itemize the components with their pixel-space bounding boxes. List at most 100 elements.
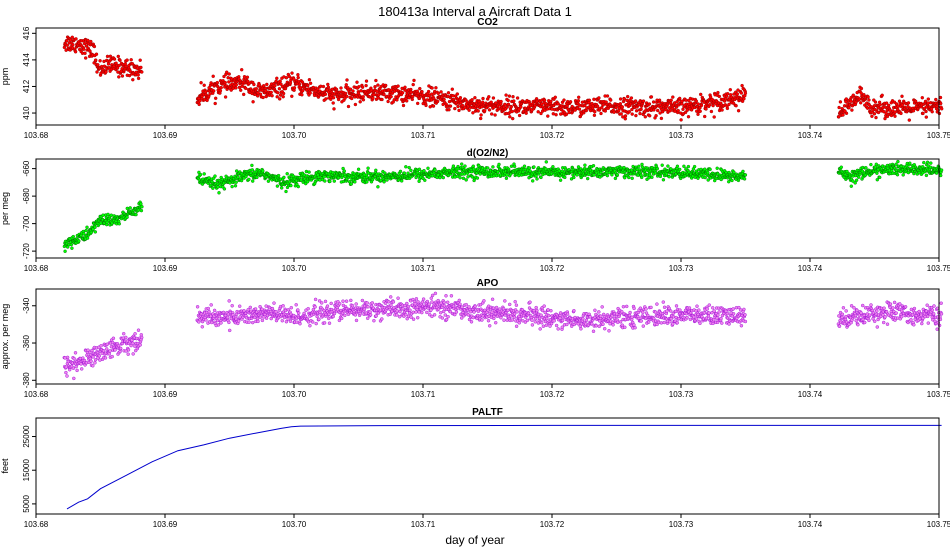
data-point — [448, 104, 453, 108]
data-point — [95, 70, 99, 74]
data-point — [627, 175, 631, 180]
data-point — [479, 116, 483, 121]
data-point — [720, 108, 724, 112]
data-point — [466, 175, 470, 179]
data-point — [221, 310, 226, 315]
data-point — [195, 305, 200, 309]
data-point — [901, 173, 905, 177]
plot-frame — [35, 27, 940, 126]
data-point — [107, 65, 111, 70]
data-point — [470, 98, 474, 102]
data-point — [568, 100, 573, 104]
data-point — [128, 206, 132, 210]
data-point — [439, 90, 443, 94]
data-point — [742, 177, 747, 181]
data-point — [658, 174, 663, 179]
data-point — [281, 304, 285, 308]
data-point — [270, 93, 274, 98]
data-point — [844, 111, 849, 116]
data-point — [422, 168, 426, 173]
data-point — [140, 70, 144, 74]
data-point — [326, 175, 330, 179]
data-point — [533, 320, 537, 324]
data-point — [564, 112, 569, 117]
data-point — [125, 206, 130, 211]
data-point — [420, 300, 425, 304]
data-point — [223, 95, 228, 99]
data-point — [420, 310, 424, 315]
data-point — [139, 208, 144, 213]
data-point — [922, 160, 926, 165]
data-point — [290, 71, 294, 75]
data-point — [457, 298, 461, 303]
data-point — [630, 107, 634, 112]
data-point — [409, 168, 413, 173]
data-point — [426, 89, 431, 94]
data-point — [534, 174, 538, 178]
data-point — [350, 304, 355, 308]
data-point — [283, 308, 288, 313]
data-point — [425, 299, 429, 304]
data-point — [581, 317, 585, 321]
data-point — [623, 325, 627, 329]
data-point — [71, 234, 76, 239]
data-point — [94, 52, 99, 56]
data-point — [280, 186, 284, 190]
data-point — [494, 305, 499, 310]
data-point — [125, 58, 129, 62]
data-point — [374, 78, 378, 83]
data-point — [414, 310, 418, 314]
data-point — [429, 296, 433, 300]
data-point — [420, 89, 424, 94]
data-point — [256, 319, 260, 324]
data-point — [219, 85, 223, 90]
data-point — [73, 50, 78, 54]
data-point — [577, 95, 581, 100]
data-point — [605, 94, 610, 98]
data-point — [607, 329, 611, 333]
data-point — [659, 321, 664, 325]
data-point — [109, 213, 114, 217]
data-point — [584, 108, 588, 113]
data-point — [467, 108, 471, 112]
data-point — [597, 96, 601, 100]
data-point — [638, 306, 643, 310]
data-point — [273, 84, 277, 88]
data-point — [387, 87, 391, 92]
data-point — [605, 173, 610, 178]
data-point — [563, 175, 567, 180]
data-point — [304, 169, 309, 174]
data-point — [481, 100, 485, 104]
data-point — [560, 318, 565, 323]
data-point — [668, 108, 672, 113]
data-point — [634, 109, 639, 113]
data-point — [694, 99, 698, 103]
data-point — [641, 324, 645, 328]
data-point — [411, 310, 415, 314]
data-point — [218, 88, 223, 93]
data-point — [107, 352, 112, 356]
data-point — [625, 304, 629, 309]
data-point — [685, 315, 689, 320]
x-tick-label: 103.73 — [669, 131, 694, 140]
data-point — [684, 98, 688, 102]
data-point — [430, 293, 435, 298]
data-point — [203, 90, 208, 94]
data-point — [365, 301, 369, 305]
data-point — [730, 178, 734, 183]
x-tick-label: 103.70 — [282, 131, 307, 140]
data-point — [296, 72, 300, 77]
data-point — [423, 178, 427, 183]
data-point — [740, 83, 744, 88]
data-point — [86, 38, 90, 43]
y-axis-label: per meg — [0, 192, 10, 225]
data-point — [546, 114, 550, 118]
data-point — [362, 307, 367, 311]
data-point — [366, 166, 370, 170]
data-point — [400, 179, 404, 183]
data-point — [357, 84, 361, 89]
data-point — [506, 308, 510, 312]
data-point — [416, 316, 420, 320]
data-point — [453, 106, 457, 111]
